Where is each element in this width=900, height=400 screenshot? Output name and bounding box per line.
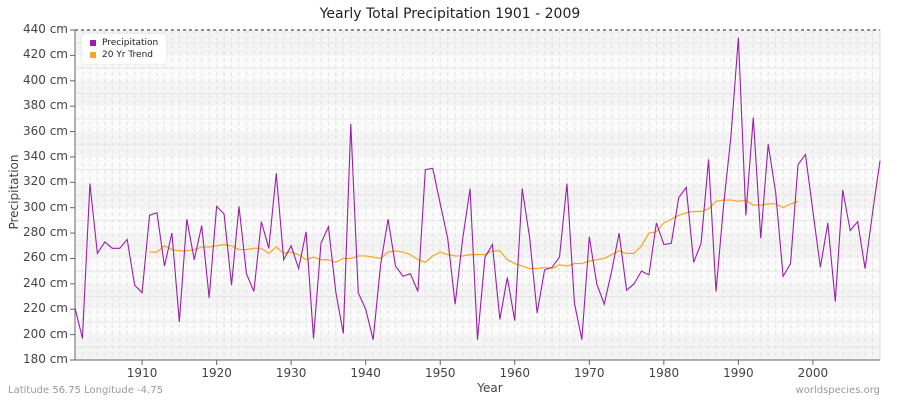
y-tick-label: 220 cm (22, 301, 68, 316)
legend-item-trend: 20 Yr Trend (90, 49, 158, 61)
x-tick-label: 1940 (350, 366, 381, 380)
chart-title: Yearly Total Precipitation 1901 - 2009 (319, 6, 581, 22)
legend-swatch-icon (90, 40, 96, 46)
y-axis-label: Precipitation (7, 154, 21, 230)
y-tick-label: 360 cm (22, 123, 68, 138)
x-tick-label: 1930 (275, 366, 307, 380)
y-tick-label: 380 cm (22, 98, 68, 113)
x-tick-label: 1980 (648, 366, 680, 380)
x-tick-label: 1970 (574, 366, 605, 380)
y-tick-label: 420 cm (22, 47, 68, 62)
x-tick-label: 1910 (126, 366, 158, 380)
legend-swatch-icon (90, 52, 96, 58)
x-tick-label: 1990 (723, 366, 754, 380)
y-tick-label: 440 cm (22, 22, 68, 36)
x-tick-label: 1920 (201, 366, 232, 380)
source-label: worldspecies.org (795, 385, 880, 396)
y-tick-label: 180 cm (22, 352, 68, 366)
x-tick-label: 1950 (424, 366, 456, 380)
legend: Precipitation 20 Yr Trend (82, 34, 167, 64)
y-tick-label: 340 cm (22, 148, 68, 163)
y-tick-label: 240 cm (22, 275, 68, 290)
x-tick-label: 1960 (499, 366, 531, 380)
y-tick-label: 200 cm (22, 326, 68, 341)
coordinates-label: Latitude 56.75 Longitude -4.75 (8, 385, 163, 396)
y-tick-label: 320 cm (22, 174, 68, 189)
y-tick-label: 400 cm (22, 72, 68, 87)
x-tick-label: 2000 (797, 366, 829, 380)
y-tick-label: 300 cm (22, 199, 68, 214)
precipitation-line (74, 37, 881, 340)
legend-item-precipitation: Precipitation (90, 37, 158, 49)
y-tick-label: 260 cm (22, 250, 68, 265)
x-axis-label: Year (477, 381, 503, 395)
y-tick-label: 280 cm (22, 225, 68, 240)
